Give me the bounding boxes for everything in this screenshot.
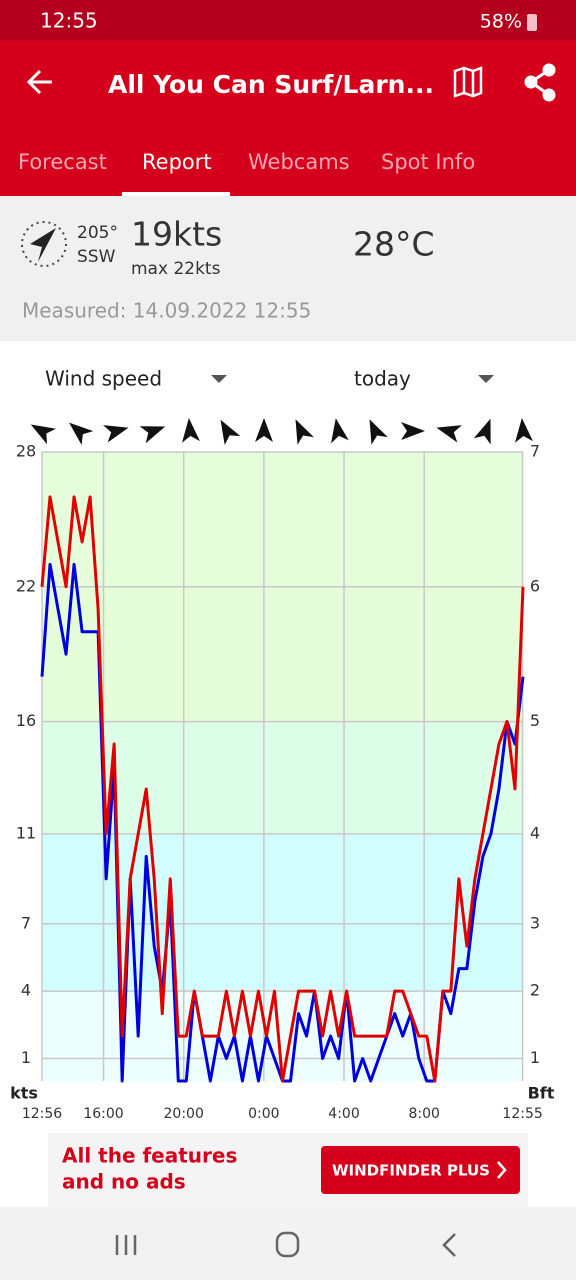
period-dropdown[interactable]: today	[354, 367, 411, 391]
tab-indicator	[122, 192, 230, 196]
dropdown-arrow[interactable]	[211, 375, 227, 383]
x-tick-label: 12:56	[22, 1106, 62, 1122]
y-tick-label: 11	[16, 823, 36, 842]
tab[interactable]: Webcams	[248, 150, 350, 174]
direction-arrow	[255, 418, 273, 442]
direction-arrow	[401, 422, 425, 440]
nav-bar	[0, 1207, 576, 1280]
map-button[interactable]	[453, 66, 483, 98]
wind-chart: 28 22 16 11 7 4 1 7 6 5 4 3 2 1 12:56 16:00 20:00 0:00 4:0…	[10, 418, 555, 1122]
y-tick-label: 1	[21, 1048, 31, 1067]
y-tick-label: 22	[16, 576, 36, 595]
status-battery: 58%	[480, 11, 522, 33]
y-tick-label: 16	[16, 711, 36, 730]
x-tick-label: 4:00	[328, 1106, 359, 1122]
spot-title: All You Can Surf/Larn...	[108, 70, 434, 99]
direction-arrow	[220, 419, 241, 446]
y2-tick-label: 6	[530, 576, 540, 595]
share-button[interactable]	[524, 63, 556, 102]
compass-icon	[21, 221, 67, 267]
y2-tick-label: 5	[530, 711, 540, 730]
direction-arrow	[295, 419, 314, 445]
nav-recents[interactable]	[115, 1235, 137, 1255]
y2-tick-label: 2	[530, 981, 540, 1000]
beaufort-band	[42, 991, 523, 1059]
direction-arrow	[514, 418, 533, 443]
plus-button[interactable]	[321, 1146, 520, 1194]
direction-arrow	[181, 418, 200, 443]
beaufort-band	[42, 833, 523, 924]
tab[interactable]: Spot Info	[381, 150, 475, 174]
y2-axis-label: Bft	[528, 1084, 555, 1103]
status-bar	[0, 0, 576, 40]
wind-speed: 19kts	[131, 215, 222, 254]
direction-degrees: 205°	[77, 223, 118, 243]
beaufort-band	[42, 721, 523, 834]
direction-arrow	[331, 418, 349, 444]
beaufort-band	[42, 452, 523, 587]
x-tick-label: 0:00	[248, 1106, 279, 1122]
beaufort-band	[42, 586, 523, 722]
direction-arrow	[30, 424, 57, 445]
app-bar	[0, 40, 576, 196]
direction-arrow	[69, 422, 94, 445]
plus-button-label: WINDFINDER PLUS	[332, 1162, 490, 1180]
ad-text: and no ads	[62, 1170, 186, 1194]
measure-dropdown[interactable]: Wind speed	[45, 367, 162, 391]
x-tick-label: 12:55	[502, 1106, 542, 1122]
x-tick-label: 8:00	[408, 1106, 439, 1122]
measured-time: Measured: 14.09.2022 12:55	[22, 299, 311, 323]
status-time: 12:55	[40, 9, 98, 33]
wind-max: max 22kts	[131, 259, 221, 279]
tab[interactable]: Report	[142, 150, 212, 174]
beaufort-band	[42, 923, 523, 992]
back-button[interactable]	[26, 69, 52, 95]
direction-name: SSW	[77, 247, 116, 267]
x-tick-label: 16:00	[83, 1106, 123, 1122]
nav-back[interactable]	[442, 1233, 456, 1257]
ad-text: All the features	[62, 1144, 237, 1168]
wind-line	[40, 495, 525, 1083]
direction-arrow	[436, 425, 462, 443]
direction-arrow	[473, 418, 491, 445]
temperature: 28°C	[353, 225, 435, 264]
current-panel	[0, 196, 576, 341]
y-tick-label: 4	[21, 981, 31, 1000]
battery-icon	[527, 14, 537, 31]
direction-arrow	[369, 419, 388, 445]
y2-tick-label: 3	[530, 913, 540, 932]
y2-tick-label: 1	[530, 1048, 540, 1067]
y-tick-label: 7	[21, 913, 31, 932]
y-axis-label: kts	[10, 1084, 38, 1103]
x-tick-label: 20:00	[164, 1106, 204, 1122]
chevron	[497, 1161, 507, 1179]
nav-home[interactable]	[275, 1231, 300, 1258]
direction-arrow	[103, 425, 129, 443]
y2-tick-label: 4	[530, 823, 540, 842]
tab[interactable]: Forecast	[18, 150, 107, 174]
y2-tick-label: 7	[530, 442, 540, 461]
dropdown-arrow[interactable]	[478, 375, 494, 383]
direction-arrow	[139, 426, 166, 444]
y-tick-label: 28	[16, 442, 36, 461]
